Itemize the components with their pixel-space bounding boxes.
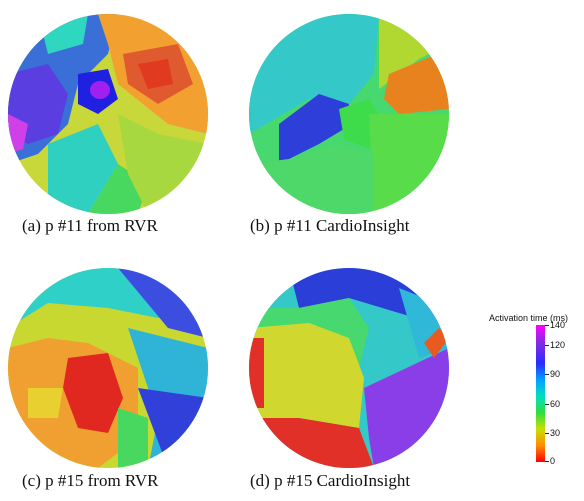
caption-a: (a) p #11 from RVR	[22, 216, 158, 235]
activation-map-d	[249, 268, 449, 468]
colorbar-tick-60	[545, 404, 549, 405]
colorbar-tick-30	[545, 433, 549, 434]
colorbar-gradient	[536, 325, 545, 462]
colorbar-tick-120	[545, 345, 549, 346]
caption-c: (c) p #15 from RVR	[22, 471, 159, 490]
colorbar-label-140: 140	[550, 320, 566, 330]
colorbar-title: Activation time (ms)	[489, 313, 569, 323]
activation-map-a	[8, 14, 208, 214]
colorbar-tick-90	[545, 374, 549, 375]
caption-b: (b) p #11 CardioInsight	[250, 216, 410, 235]
caption-d: (d) p #15 CardioInsight	[250, 471, 411, 490]
colorbar-tick-0	[545, 461, 549, 462]
colorbar-label-90: 90	[550, 369, 561, 379]
colorbar-label-30: 30	[550, 428, 561, 438]
activation-map-c	[8, 268, 208, 468]
colorbar-tick-140	[545, 325, 549, 326]
colorbar-label-120: 120	[550, 340, 566, 350]
activation-map-b	[249, 14, 449, 214]
colorbar-label-0: 0	[550, 456, 556, 466]
colorbar-label-60: 60	[550, 399, 561, 409]
